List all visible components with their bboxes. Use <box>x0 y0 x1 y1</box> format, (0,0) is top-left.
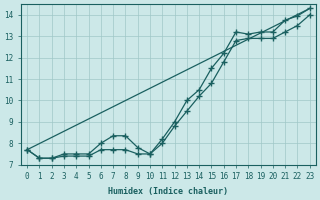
X-axis label: Humidex (Indice chaleur): Humidex (Indice chaleur) <box>108 187 228 196</box>
